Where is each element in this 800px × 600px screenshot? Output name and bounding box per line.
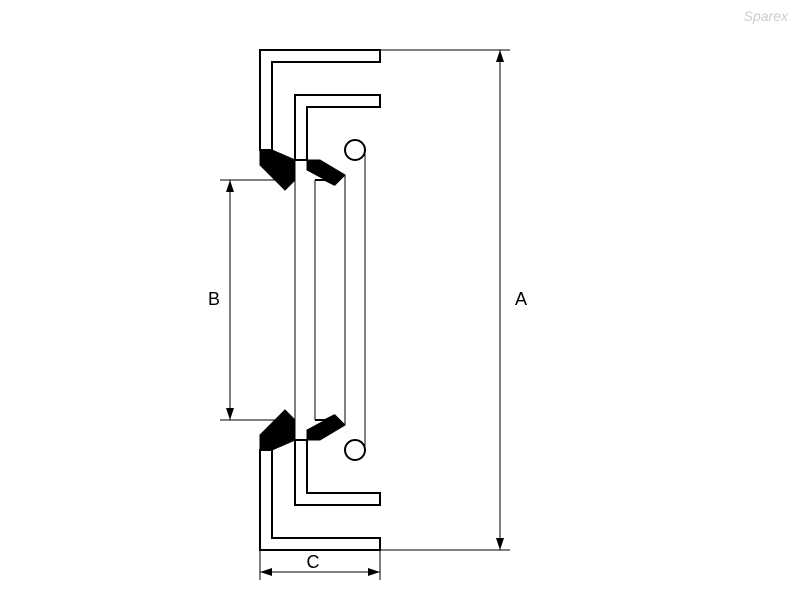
lower-seal-profile (260, 410, 380, 550)
dimension-label-B: B (208, 289, 220, 309)
dimension-label-A: A (515, 289, 527, 309)
watermark-text: Sparex (744, 8, 788, 24)
dimension-label-C: C (307, 552, 320, 572)
upper-seal-profile (260, 50, 380, 190)
center-lines (295, 150, 365, 450)
dimension-A: A (380, 50, 527, 550)
seal-diagram: A B C (200, 20, 600, 580)
dimension-B: B (208, 180, 285, 420)
seal-cross-section-svg: A B C (200, 20, 600, 580)
dimension-C: C (260, 550, 380, 580)
